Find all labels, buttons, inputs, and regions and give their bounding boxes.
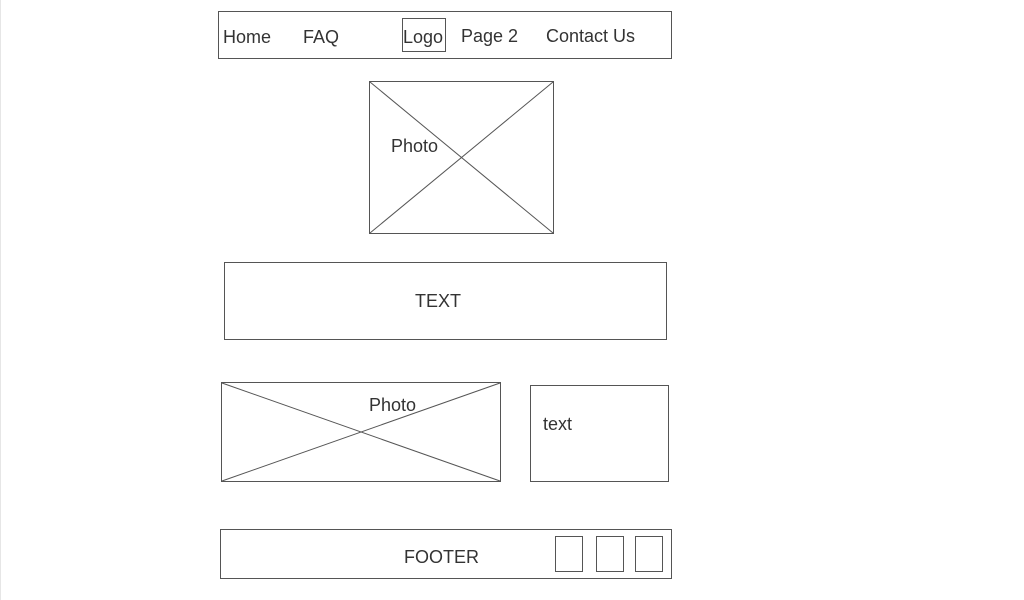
logo-label: Logo bbox=[403, 27, 444, 47]
text-block: TEXT bbox=[224, 262, 667, 340]
footer-icon-placeholder[interactable] bbox=[555, 536, 583, 572]
footer-icon-placeholder[interactable] bbox=[635, 536, 663, 572]
photo-placeholder-cross-top bbox=[369, 81, 554, 234]
text-block-label: TEXT bbox=[415, 291, 462, 311]
photo-placeholder-cross-bottom bbox=[221, 382, 501, 482]
side-text-label: text bbox=[543, 414, 573, 434]
photo-placeholder-bottom: Photo bbox=[221, 382, 501, 482]
photo-placeholder-top: Photo bbox=[369, 81, 554, 234]
photo-label: Photo bbox=[391, 136, 439, 156]
nav-item-page-2[interactable]: Page 2 bbox=[461, 26, 519, 46]
header-nav-bar: Home FAQ Logo Page 2 Contact Us bbox=[218, 11, 672, 59]
side-text-box: text bbox=[530, 385, 669, 482]
page-left-edge bbox=[0, 0, 1, 600]
cross-line bbox=[369, 81, 554, 234]
nav-item-home[interactable]: Home bbox=[223, 27, 272, 47]
nav-item-contact-us[interactable]: Contact Us bbox=[546, 26, 636, 46]
nav-item-faq[interactable]: FAQ bbox=[303, 27, 340, 47]
logo-box[interactable]: Logo bbox=[402, 18, 446, 52]
footer: FOOTER bbox=[220, 529, 672, 579]
cross-line bbox=[221, 382, 501, 482]
footer-icon-placeholder[interactable] bbox=[596, 536, 624, 572]
footer-label: FOOTER bbox=[404, 547, 479, 567]
photo-label: Photo bbox=[369, 395, 417, 415]
